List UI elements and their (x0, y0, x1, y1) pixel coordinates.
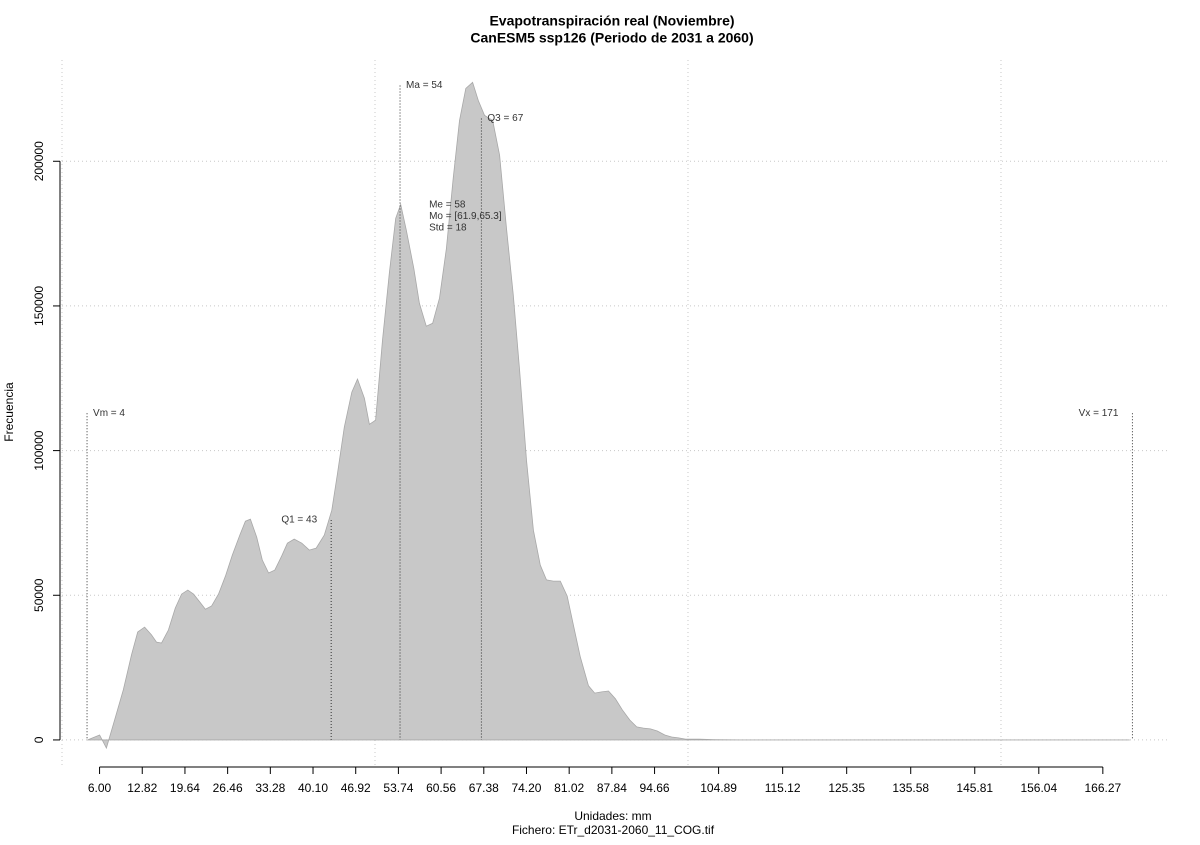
annotation-label: Vm = 4 (93, 408, 125, 419)
x-tick-label: 6.00 (88, 781, 112, 795)
x-tick-label: 74.20 (511, 781, 541, 795)
x-tick-label: 87.84 (597, 781, 627, 795)
x-axis-label: Unidades: mm (574, 809, 651, 823)
x-tick-label: 26.46 (213, 781, 243, 795)
stats-label: Mo = [61.9,65.3] (429, 211, 502, 222)
chart-title: Evapotranspiración real (Noviembre) (489, 13, 734, 29)
x-tick-label: 125.35 (828, 781, 865, 795)
y-tick-label: 0 (32, 736, 46, 743)
stats-label: Std = 18 (429, 222, 467, 233)
x-tick-label: 81.02 (554, 781, 584, 795)
annotation-label: Vx = 171 (1079, 408, 1119, 419)
x-tick-label: 40.10 (298, 781, 328, 795)
y-tick-label: 100000 (32, 430, 46, 470)
x-tick-label: 94.66 (640, 781, 670, 795)
x-tick-label: 166.27 (1084, 781, 1121, 795)
x-tick-label: 53.74 (383, 781, 413, 795)
annotation-label: Ma = 54 (406, 80, 443, 91)
x-tick-label: 12.82 (127, 781, 157, 795)
annotation-label: Q3 = 67 (487, 113, 523, 124)
x-tick-label: 19.64 (170, 781, 200, 795)
x-tick-label: 115.12 (765, 781, 801, 795)
annotation-label: Q1 = 43 (281, 515, 317, 526)
x-tick-label: 33.28 (255, 781, 285, 795)
y-tick-label: 150000 (32, 286, 46, 326)
y-tick-label: 200000 (32, 141, 46, 181)
x-tick-label: 67.38 (469, 781, 499, 795)
x-tick-label: 145.81 (956, 781, 993, 795)
x-tick-label: 156.04 (1020, 781, 1057, 795)
x-tick-label: 135.58 (892, 781, 929, 795)
x-tick-label: 60.56 (426, 781, 456, 795)
y-tick-label: 50000 (32, 578, 46, 612)
stats-label: Me = 58 (429, 199, 466, 210)
x-tick-label: 104.89 (700, 781, 737, 795)
chart-subtitle: CanESM5 ssp126 (Periodo de 2031 a 2060) (470, 30, 753, 46)
y-axis-label: Frecuencia (2, 382, 16, 442)
x-tick-label: 46.92 (341, 781, 371, 795)
footer: Fichero: ETr_d2031-2060_11_COG.tif (512, 823, 715, 837)
area (86, 81, 1130, 750)
